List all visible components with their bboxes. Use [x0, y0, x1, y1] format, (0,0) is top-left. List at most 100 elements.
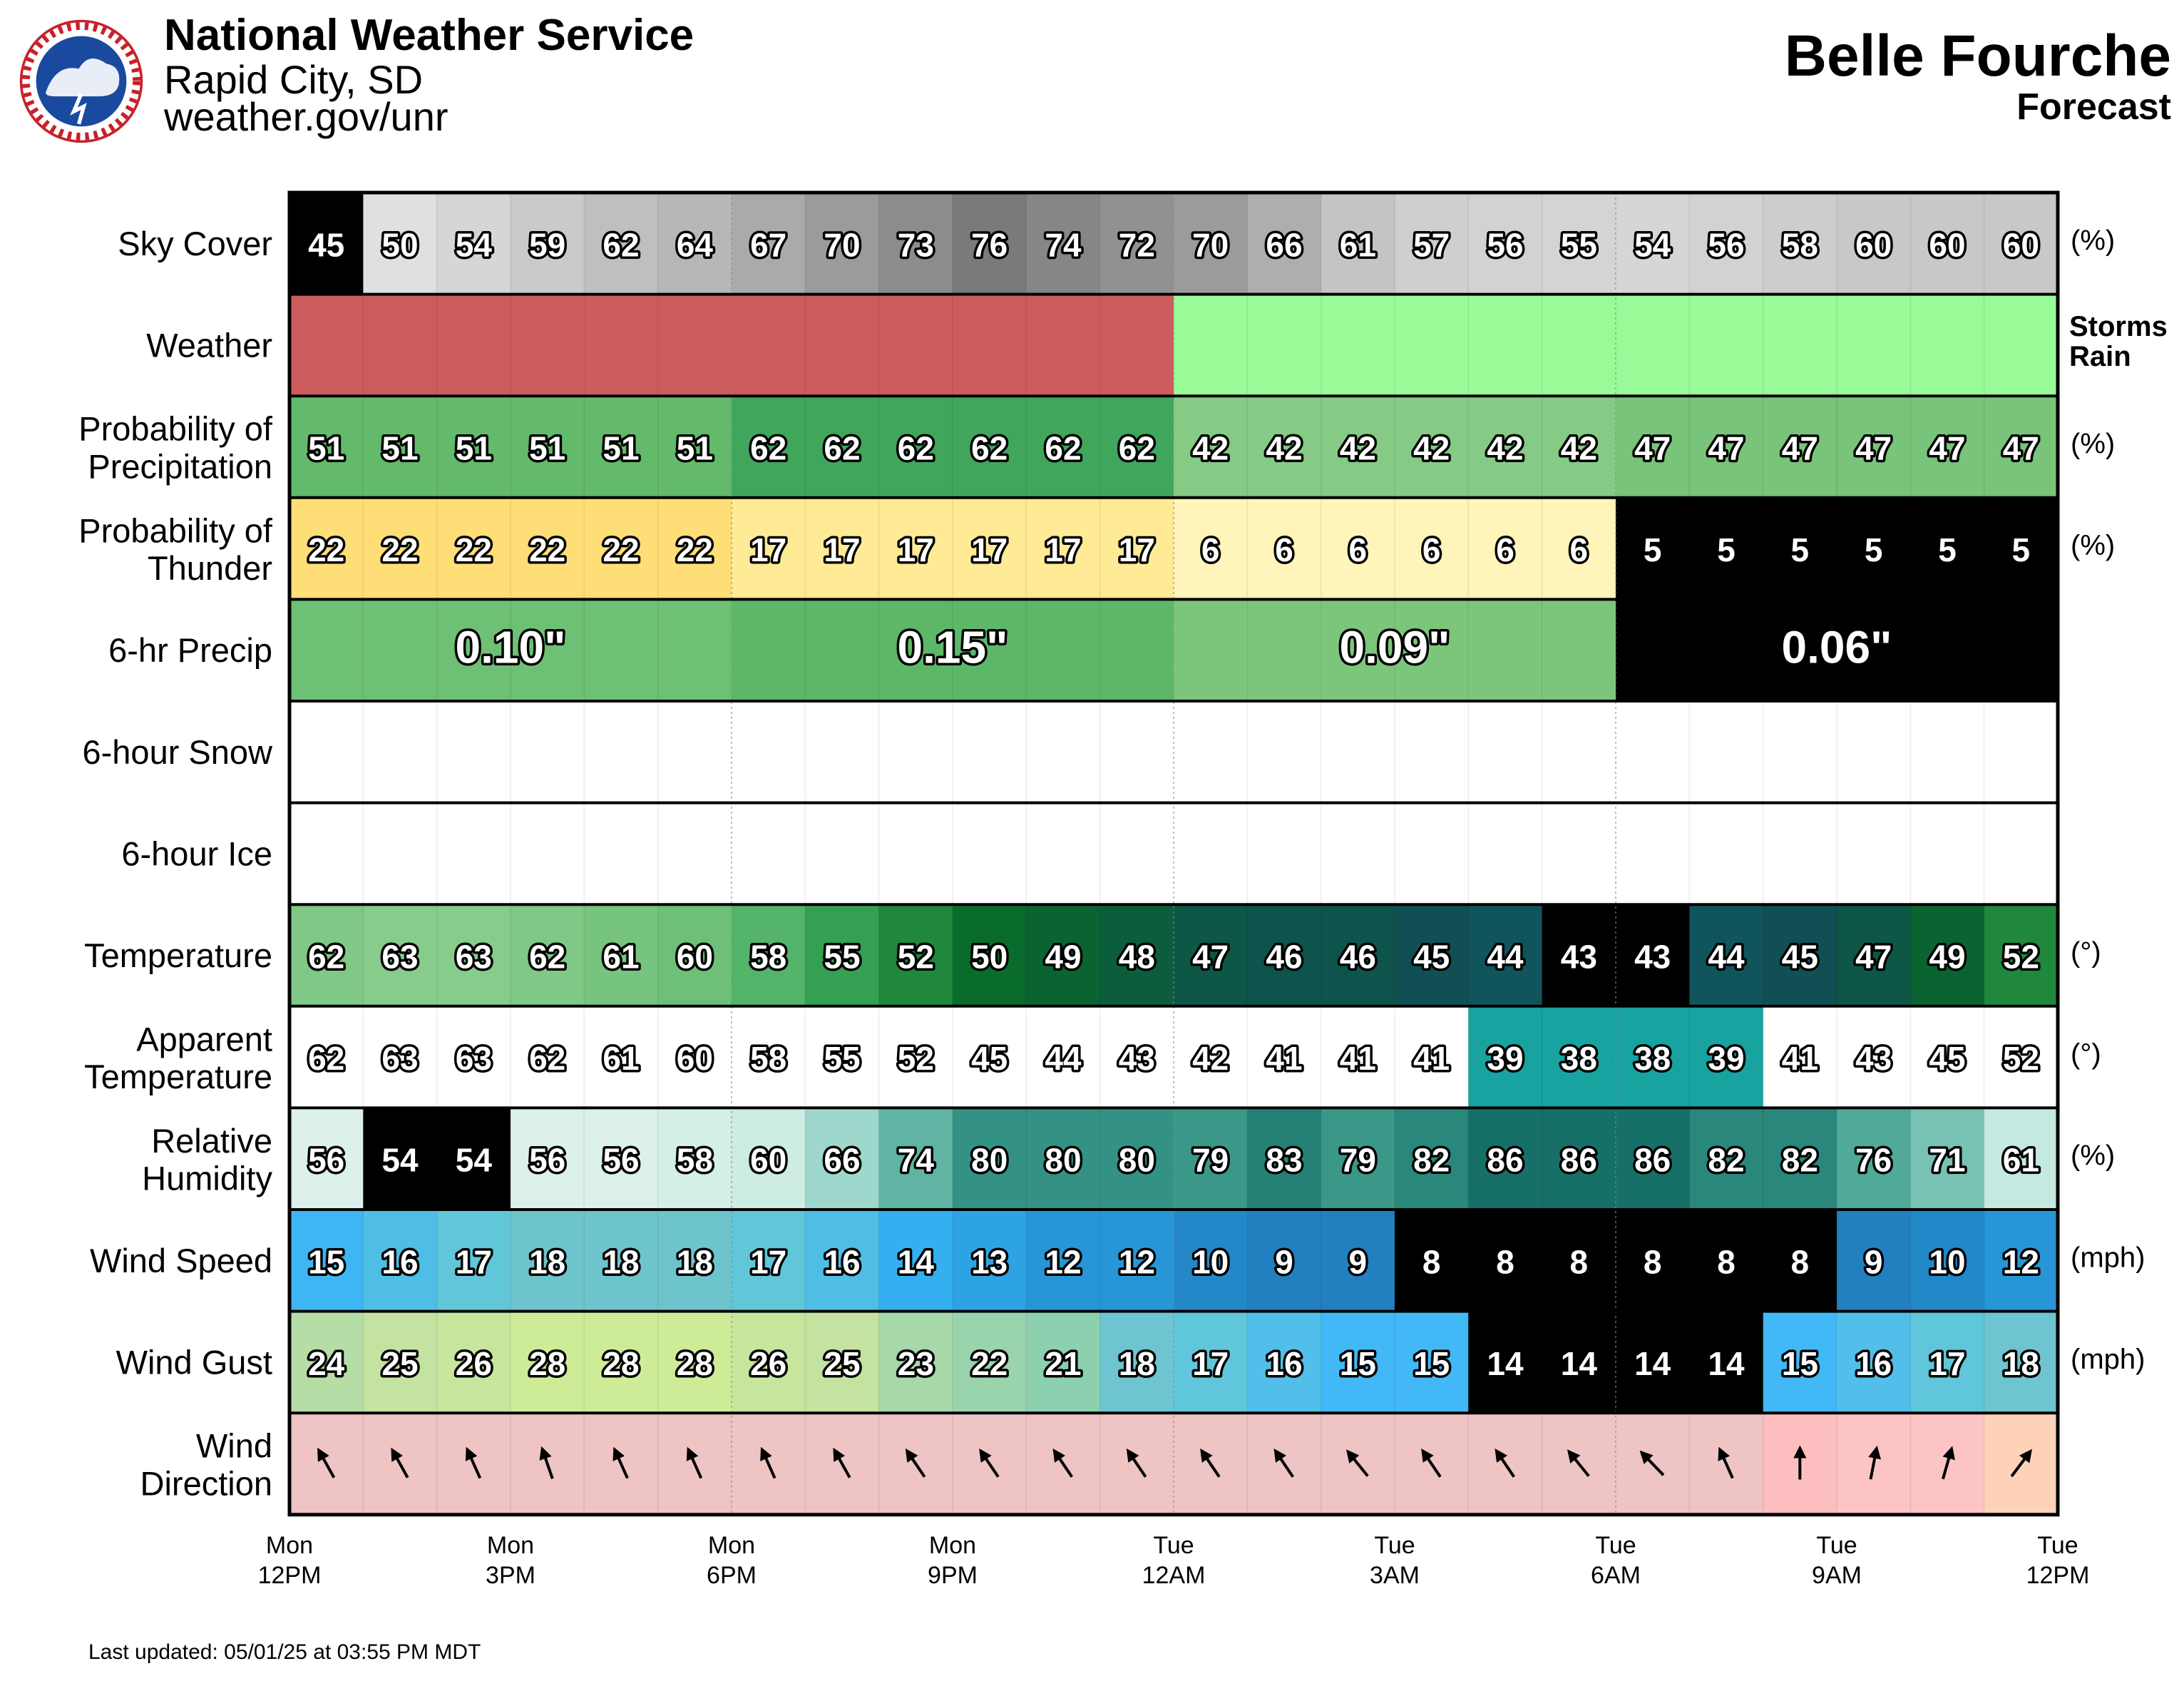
- apparent-cell: [1026, 1006, 1101, 1108]
- weather-cell: [1468, 294, 1543, 397]
- pop-value: 62: [971, 430, 1008, 467]
- wspd-value: 12: [2003, 1243, 2039, 1280]
- wind-arrow-head: [539, 1446, 552, 1461]
- row-wspd-text: Wind Speed (mph) 15 16 17 18 18 18 17 16 14 13 12 12 1…: [90, 1241, 2145, 1283]
- apparent-cell: [363, 1006, 438, 1108]
- apparent-cell: [1689, 1006, 1764, 1108]
- precip-block: [1174, 599, 1616, 701]
- gust-value: 14: [1487, 1345, 1524, 1382]
- temp-value: 45: [1782, 939, 1818, 976]
- sky-cell: [1099, 193, 1174, 295]
- rh-value: 61: [2003, 1142, 2039, 1179]
- apparent-cell: [1763, 1006, 1837, 1108]
- sky-value: 56: [1708, 226, 1744, 263]
- temp-value: 43: [1561, 939, 1597, 976]
- row-sky: [289, 193, 2059, 295]
- wind-arrow-head: [1345, 1449, 1360, 1463]
- row-label: 6-hr Precip: [108, 631, 272, 669]
- thunder-cell: [1395, 497, 1469, 600]
- row-unit: (mph): [2071, 1242, 2145, 1273]
- thunder-value: 22: [456, 531, 492, 568]
- pop-value: 62: [750, 430, 786, 467]
- gust-value: 17: [1929, 1345, 1965, 1382]
- apparent-cell: [805, 1006, 880, 1108]
- sky-value: 60: [1855, 226, 1892, 263]
- pop-value: 47: [1855, 430, 1892, 467]
- wspd-value: 16: [381, 1243, 418, 1280]
- temp-value: 49: [1045, 939, 1081, 976]
- wind-arrow: [1126, 1448, 1147, 1478]
- apparent-cell: [1910, 1006, 1985, 1108]
- wind-arrow: [1495, 1448, 1515, 1478]
- wspd-cell: [1468, 1210, 1543, 1312]
- wspd-value: 14: [898, 1243, 935, 1280]
- temp-cell: [1395, 904, 1469, 1006]
- pop-value: 47: [1929, 430, 1965, 467]
- grid-frame: [287, 190, 2060, 1517]
- wind-arrow: [1718, 1446, 1734, 1479]
- temp-value: 52: [2003, 939, 2039, 976]
- time-hour-label: 12PM: [258, 1562, 322, 1589]
- wspd-value: 17: [456, 1243, 492, 1280]
- apparent-value: 63: [381, 1040, 418, 1077]
- thunder-cell: [363, 497, 438, 600]
- rh-value: 54: [456, 1142, 493, 1179]
- wind-arrow-head: [465, 1446, 478, 1461]
- pop-cell: [1984, 396, 2059, 498]
- thunder-value: 5: [2012, 531, 2031, 568]
- row-pop: [289, 396, 2059, 498]
- rh-cell: [1395, 1108, 1469, 1210]
- sky-value: 74: [1045, 226, 1082, 263]
- thunder-value: 5: [1865, 531, 1883, 568]
- gust-cell: [1395, 1311, 1469, 1414]
- gust-cell: [1837, 1311, 1911, 1414]
- apparent-value: 62: [308, 1040, 344, 1077]
- row-unit: (°): [2071, 937, 2101, 969]
- sky-value: 54: [1634, 226, 1671, 263]
- apparent-cell: [1321, 1006, 1395, 1108]
- temp-cell: [732, 904, 806, 1006]
- rh-cell: [1616, 1108, 1690, 1210]
- temp-value: 43: [1634, 939, 1671, 976]
- wind-arrow: [317, 1447, 336, 1478]
- pop-cell: [1689, 396, 1764, 498]
- rh-value: 74: [898, 1142, 935, 1179]
- org-name: National Weather Service: [164, 11, 694, 60]
- rh-cell: [363, 1108, 438, 1210]
- thunder-cell: [953, 497, 1027, 600]
- pop-cell: [1099, 396, 1174, 498]
- wspd-cell: [1026, 1210, 1101, 1312]
- row-label: 6-hour Snow: [83, 733, 274, 771]
- wspd-value: 12: [1045, 1243, 1081, 1280]
- rh-cell: [878, 1108, 953, 1210]
- rh-value: 56: [529, 1142, 565, 1179]
- wind-arrow-head: [1126, 1448, 1139, 1463]
- pop-value: 51: [529, 430, 565, 467]
- temp-cell: [1542, 904, 1616, 1006]
- temp-value: 47: [1192, 939, 1229, 976]
- thunder-value: 17: [824, 531, 860, 568]
- gust-cell: [1247, 1311, 1322, 1414]
- row-label: Wind Direction: [140, 1426, 272, 1502]
- rh-value: 86: [1561, 1142, 1597, 1179]
- row-rh-text: Relative Humidity (%) 56 54 54 56 56 58 60 66 74 80 8…: [142, 1121, 2115, 1197]
- wind-arrow: [1052, 1448, 1073, 1478]
- row-apparent: [289, 1006, 2059, 1108]
- rh-cell: [289, 1108, 364, 1210]
- gust-cell: [1026, 1311, 1101, 1414]
- time-day-label: Tue: [2037, 1532, 2078, 1559]
- gust-value: 18: [2003, 1345, 2039, 1382]
- row-label-line: Direction: [140, 1464, 272, 1502]
- wspd-cell: [584, 1210, 659, 1312]
- row-label-line: Apparent: [136, 1020, 272, 1058]
- thunder-cell: [436, 497, 511, 600]
- rh-cell: [1542, 1108, 1616, 1210]
- sky-cell: [1837, 193, 1911, 295]
- sky-cell: [878, 193, 953, 295]
- thunder-value: 6: [1496, 531, 1514, 568]
- wspd-cell: [1395, 1210, 1469, 1312]
- wind-arrow-head: [1868, 1445, 1882, 1460]
- thunder-value: 6: [1201, 531, 1220, 568]
